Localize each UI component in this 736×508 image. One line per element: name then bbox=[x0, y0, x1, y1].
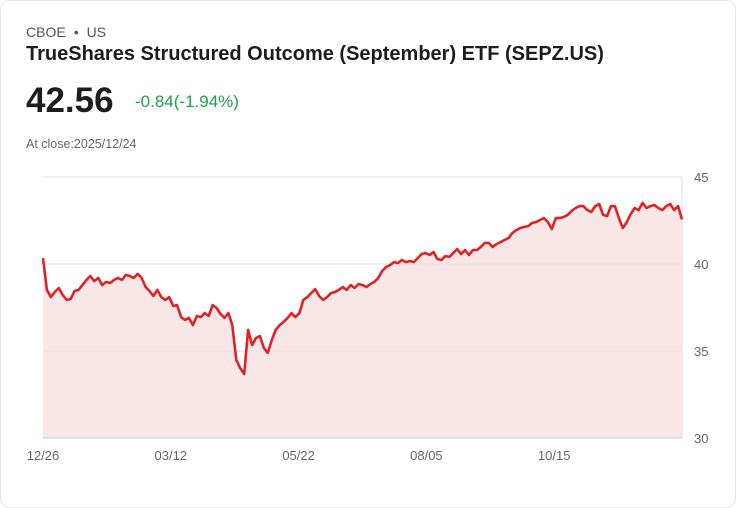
x-tick-label: 05/22 bbox=[282, 448, 315, 463]
separator-dot: • bbox=[73, 24, 79, 40]
y-tick-label: 30 bbox=[694, 431, 708, 446]
price-line bbox=[41, 201, 684, 376]
x-tick-label: 03/12 bbox=[155, 448, 188, 463]
country-label: US bbox=[86, 24, 107, 40]
y-tick-label: 45 bbox=[694, 170, 708, 185]
last-price: 42.56 bbox=[26, 81, 114, 120]
x-tick-label: 12/26 bbox=[27, 448, 60, 463]
y-tick-label: 40 bbox=[694, 257, 708, 272]
x-tick-label: 08/05 bbox=[410, 448, 443, 463]
area-fill bbox=[43, 202, 682, 438]
y-tick-label: 35 bbox=[694, 344, 708, 359]
price-change: -0.84(-1.94%) bbox=[135, 92, 239, 111]
close-timestamp: At close:2025/12/24 bbox=[26, 137, 137, 151]
fund-title: TrueShares Structured Outcome (September… bbox=[26, 43, 604, 65]
x-tick-label: 10/15 bbox=[538, 448, 571, 463]
exchange-info: CBOE • US bbox=[26, 24, 106, 40]
exchange-label: CBOE bbox=[26, 24, 66, 40]
